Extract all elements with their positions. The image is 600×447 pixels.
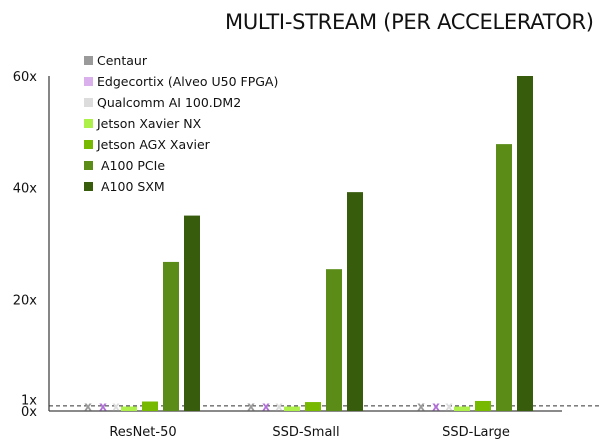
bar <box>475 400 491 411</box>
y-tick-label: 1x <box>21 393 37 408</box>
bar <box>496 144 512 411</box>
bar <box>517 76 533 411</box>
y-tick-label: 60x <box>13 70 38 85</box>
no-result-marker: x <box>445 400 453 414</box>
legend-swatch <box>84 119 93 128</box>
bar <box>326 269 342 411</box>
bar <box>347 192 363 411</box>
no-result-marker: x <box>417 400 425 414</box>
x-tick-label: ResNet-50 <box>109 425 176 440</box>
legend-swatch <box>84 161 93 170</box>
legend-label: Edgecortix (Alveo U50 FPGA) <box>97 74 279 89</box>
legend-item: Qualcomm AI 100.DM2 <box>84 92 278 113</box>
legend-swatch <box>84 140 93 149</box>
x-tick-label: SSD-Large <box>442 425 510 440</box>
legend-label: A100 PCIe <box>101 158 166 173</box>
no-result-marker: x <box>247 400 255 414</box>
legend-item: Centaur <box>84 50 278 71</box>
legend-item: Edgecortix (Alveo U50 FPGA) <box>84 71 278 92</box>
legend-item: Jetson AGX Xavier <box>84 134 278 155</box>
bar <box>305 402 321 411</box>
legend-swatch <box>84 77 93 86</box>
no-result-marker: x <box>275 400 283 414</box>
legend-label: Qualcomm AI 100.DM2 <box>97 95 242 110</box>
legend-item: A100 SXM <box>84 176 278 197</box>
legend-swatch <box>84 56 93 65</box>
legend-swatch <box>84 98 93 107</box>
legend-label: Centaur <box>97 53 147 68</box>
no-result-marker: x <box>112 400 120 414</box>
legend-item: A100 PCIe <box>84 155 278 176</box>
no-result-marker: x <box>432 400 440 414</box>
bar <box>284 406 300 411</box>
legend-label: Jetson AGX Xavier <box>97 137 210 152</box>
legend-item: Jetson Xavier NX <box>84 113 278 134</box>
chart-title: MULTI-STREAM (PER ACCELERATOR) <box>225 10 594 34</box>
bar <box>454 406 470 411</box>
legend-label: Jetson Xavier NX <box>97 116 202 131</box>
y-tick-label: 40x <box>13 182 38 197</box>
no-result-marker: x <box>262 400 270 414</box>
legend-label: A100 SXM <box>101 179 165 194</box>
x-tick-label: SSD-Small <box>272 425 339 440</box>
no-result-marker: x <box>84 400 92 414</box>
legend: Centaur Edgecortix (Alveo U50 FPGA) Qualco… <box>84 50 278 197</box>
no-result-marker: x <box>99 400 107 414</box>
bar <box>163 261 179 411</box>
y-tick-label: 20x <box>13 293 38 308</box>
legend-swatch <box>84 182 93 191</box>
bar <box>184 215 200 411</box>
y-tick-label: 0x <box>21 405 37 420</box>
bar <box>121 406 137 411</box>
bar <box>142 401 158 411</box>
